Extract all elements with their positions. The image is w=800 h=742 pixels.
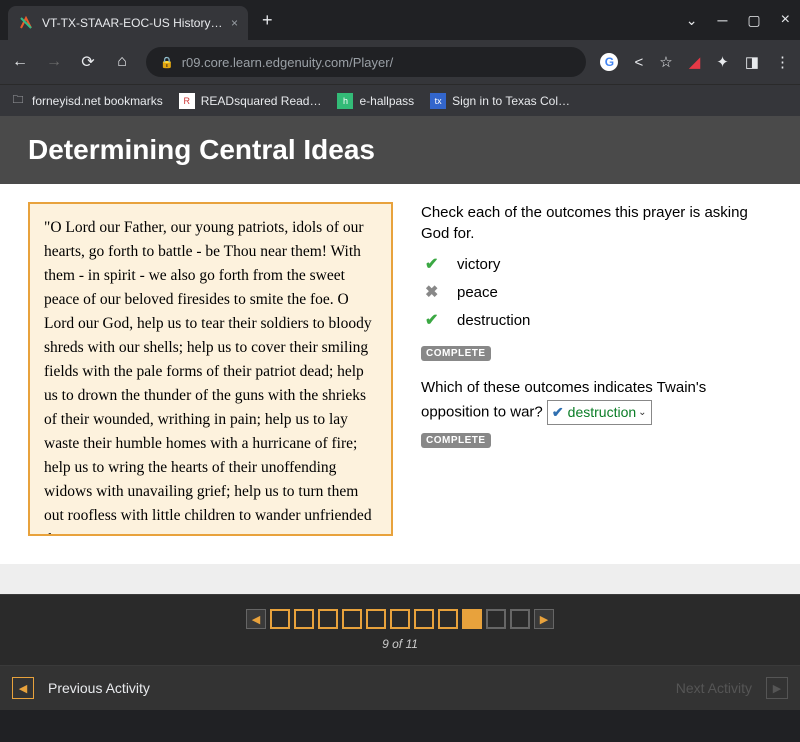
option-label: peace bbox=[457, 284, 498, 301]
progress-cell[interactable] bbox=[438, 609, 458, 629]
window-controls: ⌄ ─ ▢ × bbox=[686, 11, 800, 29]
check-icon: ✔ bbox=[425, 310, 443, 330]
browser-tab-strip: VT-TX-STAAR-EOC-US History - I… × + ⌄ ─ … bbox=[0, 0, 800, 40]
dropdown-value: destruction bbox=[568, 402, 636, 423]
progress-next-button[interactable]: ▶ bbox=[534, 609, 554, 629]
maximize-icon[interactable]: ▢ bbox=[747, 12, 760, 29]
bookmark-favicon: h bbox=[337, 93, 353, 109]
browser-toolbar: ← → ⟳ ⌂ 🔒 r09.core.learn.edgenuity.com/P… bbox=[0, 40, 800, 84]
back-icon[interactable]: ← bbox=[10, 53, 30, 71]
progress-cell[interactable] bbox=[366, 609, 386, 629]
complete-badge: COMPLETE bbox=[421, 433, 491, 448]
progress-cell[interactable] bbox=[462, 609, 482, 629]
option-label: victory bbox=[457, 256, 500, 273]
footer-separator bbox=[0, 564, 800, 594]
panel-icon[interactable]: ◨ bbox=[745, 53, 759, 71]
progress-cell[interactable] bbox=[270, 609, 290, 629]
prev-activity-button[interactable]: ◀ bbox=[12, 677, 34, 699]
star-icon[interactable]: ☆ bbox=[659, 53, 672, 71]
next-activity-label: Next Activity bbox=[676, 680, 752, 696]
dropdown-check-icon: ✔ bbox=[552, 402, 564, 423]
browser-tab[interactable]: VT-TX-STAAR-EOC-US History - I… × bbox=[8, 6, 248, 40]
home-icon[interactable]: ⌂ bbox=[112, 53, 132, 71]
progress-cell[interactable] bbox=[318, 609, 338, 629]
progress-cell[interactable] bbox=[414, 609, 434, 629]
x-icon: ✖ bbox=[425, 282, 443, 302]
progress-cell[interactable] bbox=[510, 609, 530, 629]
lock-icon: 🔒 bbox=[160, 56, 174, 69]
tab-favicon bbox=[18, 15, 34, 31]
new-tab-button[interactable]: + bbox=[262, 10, 273, 31]
extensions-icon[interactable]: ✦ bbox=[716, 53, 729, 71]
bookmark-label: Sign in to Texas Col… bbox=[452, 94, 570, 108]
progress-prev-button[interactable]: ◀ bbox=[246, 609, 266, 629]
chevron-down-icon[interactable]: ⌄ bbox=[686, 12, 698, 29]
option-row: ✖ peace bbox=[421, 282, 772, 302]
passage-box: "O Lord our Father, our young patriots, … bbox=[28, 202, 393, 536]
chevron-down-icon: ⌄ bbox=[638, 405, 646, 420]
tab-close-icon[interactable]: × bbox=[231, 16, 238, 30]
url-text: r09.core.learn.edgenuity.com/Player/ bbox=[182, 55, 393, 70]
folder-icon: 🗀 bbox=[10, 93, 26, 109]
forward-icon[interactable]: → bbox=[44, 53, 64, 71]
bookmark-label: READsquared Read… bbox=[201, 94, 322, 108]
share-icon[interactable]: < bbox=[634, 54, 643, 71]
question1-text: Check each of the outcomes this prayer i… bbox=[421, 202, 772, 244]
option-row: ✔ destruction bbox=[421, 310, 772, 330]
page-header: Determining Central Ideas bbox=[0, 116, 800, 184]
next-activity-button[interactable]: ▶ bbox=[766, 677, 788, 699]
option-label: destruction bbox=[457, 312, 530, 329]
bookmarks-bar: 🗀 forneyisd.net bookmarks R READsquared … bbox=[0, 84, 800, 116]
bookmark-item[interactable]: tx Sign in to Texas Col… bbox=[430, 93, 570, 109]
progress-row: ◀ ▶ bbox=[246, 609, 554, 629]
activity-nav: ◀ Previous Activity Next Activity ▶ bbox=[0, 666, 800, 710]
address-bar[interactable]: 🔒 r09.core.learn.edgenuity.com/Player/ bbox=[146, 47, 586, 77]
question2-text: Which of these outcomes indicates Twain'… bbox=[421, 377, 772, 425]
minimize-icon[interactable]: ─ bbox=[718, 12, 728, 28]
menu-icon[interactable]: ⋮ bbox=[775, 53, 790, 71]
reload-icon[interactable]: ⟳ bbox=[78, 52, 98, 72]
bookmark-favicon: R bbox=[179, 93, 195, 109]
bookmark-label: forneyisd.net bookmarks bbox=[32, 94, 163, 108]
progress-cell[interactable] bbox=[486, 609, 506, 629]
close-window-icon[interactable]: × bbox=[781, 11, 790, 29]
progress-cell[interactable] bbox=[390, 609, 410, 629]
complete-badge: COMPLETE bbox=[421, 346, 491, 361]
bookmark-favicon: tx bbox=[430, 93, 446, 109]
progress-cell[interactable] bbox=[342, 609, 362, 629]
tab-title: VT-TX-STAAR-EOC-US History - I… bbox=[42, 16, 223, 30]
check-icon: ✔ bbox=[425, 254, 443, 274]
page-title: Determining Central Ideas bbox=[28, 134, 772, 166]
bookmark-item[interactable]: R READsquared Read… bbox=[179, 93, 322, 109]
ext-icon[interactable]: ◢ bbox=[689, 53, 701, 71]
questions-panel: Check each of the outcomes this prayer i… bbox=[421, 202, 772, 536]
page-content: Determining Central Ideas "O Lord our Fa… bbox=[0, 116, 800, 564]
google-icon[interactable]: G bbox=[600, 53, 618, 71]
bookmark-label: e-hallpass bbox=[359, 94, 414, 108]
progress-label: 9 of 11 bbox=[382, 637, 418, 651]
progress-nav: ◀ ▶ 9 of 11 bbox=[0, 594, 800, 666]
prev-activity-label: Previous Activity bbox=[48, 680, 150, 696]
bookmark-item[interactable]: h e-hallpass bbox=[337, 93, 414, 109]
answer-dropdown[interactable]: ✔ destruction ⌄ bbox=[547, 400, 652, 425]
bookmark-folder[interactable]: 🗀 forneyisd.net bookmarks bbox=[10, 93, 163, 109]
option-row: ✔ victory bbox=[421, 254, 772, 274]
progress-cell[interactable] bbox=[294, 609, 314, 629]
